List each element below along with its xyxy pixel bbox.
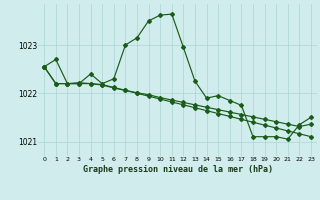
X-axis label: Graphe pression niveau de la mer (hPa): Graphe pression niveau de la mer (hPa) [83,165,273,174]
